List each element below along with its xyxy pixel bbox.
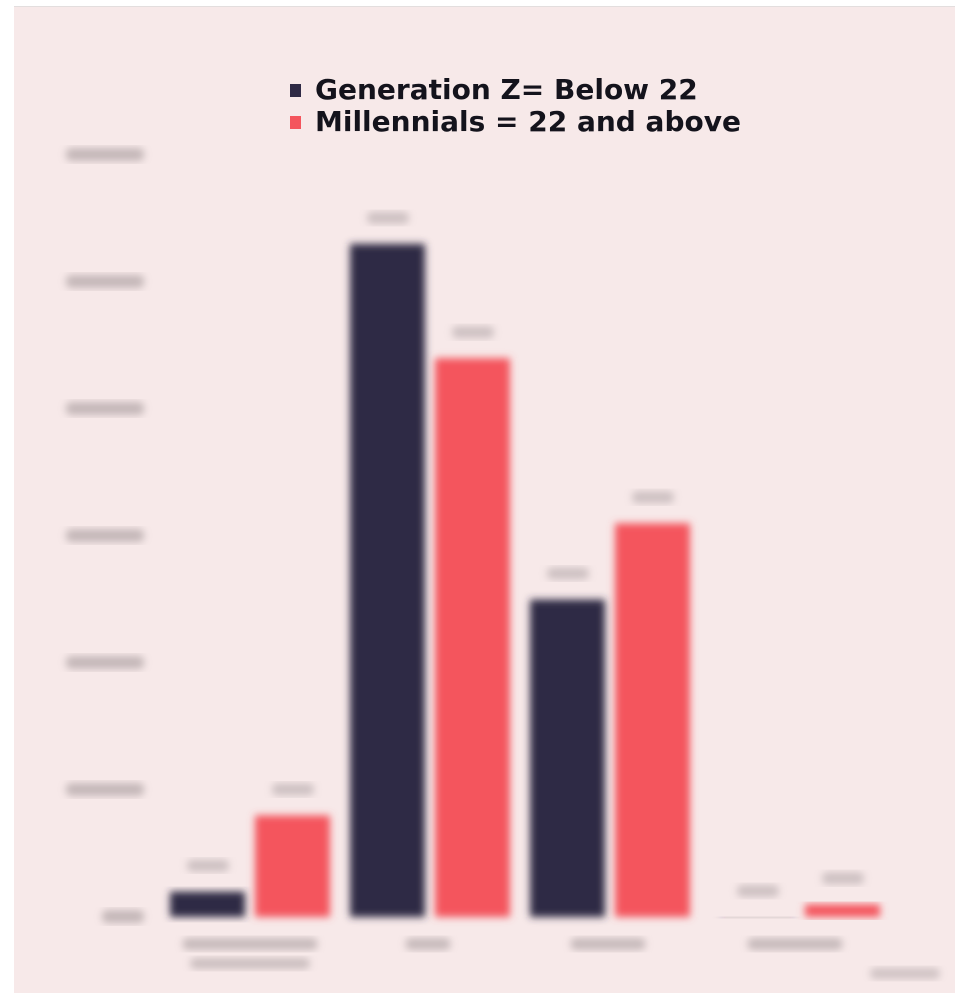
source-note — [870, 968, 940, 979]
y-tick-label — [66, 148, 144, 161]
x-tick-label — [182, 938, 318, 950]
bar — [255, 815, 330, 917]
bar-data-label — [272, 783, 314, 796]
legend: Generation Z= Below 22 Millennials = 22 … — [290, 74, 741, 138]
bar-data-label — [367, 211, 409, 224]
y-tick-label — [66, 529, 144, 542]
bar-data-label — [632, 491, 674, 504]
bar — [720, 917, 795, 918]
y-tick-label — [102, 910, 144, 923]
legend-item-gen-z: Generation Z= Below 22 — [290, 74, 741, 106]
legend-swatch-millennials — [290, 115, 301, 129]
y-tick-label — [66, 656, 144, 669]
bar-data-label — [452, 326, 494, 339]
y-tick-label — [66, 402, 144, 415]
bar — [805, 904, 880, 917]
bar — [435, 358, 510, 917]
legend-label-gen-z: Generation Z= Below 22 — [315, 73, 698, 106]
bar-data-label — [547, 567, 589, 580]
x-tick-label — [405, 938, 451, 950]
bar-data-label — [822, 872, 864, 885]
bar — [615, 523, 690, 917]
bar-data-label — [187, 859, 229, 872]
bar — [170, 891, 245, 917]
x-tick-label — [570, 938, 646, 950]
bar — [530, 599, 605, 917]
legend-swatch-gen-z — [290, 83, 301, 97]
x-tick-label — [190, 958, 310, 969]
bar — [350, 243, 425, 917]
x-axis-labels — [182, 938, 940, 979]
y-tick-label — [66, 783, 144, 796]
x-tick-label — [747, 938, 843, 950]
y-tick-label — [66, 275, 144, 288]
legend-label-millennials: Millennials = 22 and above — [315, 105, 741, 138]
bar-data-label — [737, 885, 779, 897]
legend-item-millennials: Millennials = 22 and above — [290, 106, 741, 138]
bars — [170, 211, 880, 918]
y-axis-ticks — [66, 148, 144, 923]
